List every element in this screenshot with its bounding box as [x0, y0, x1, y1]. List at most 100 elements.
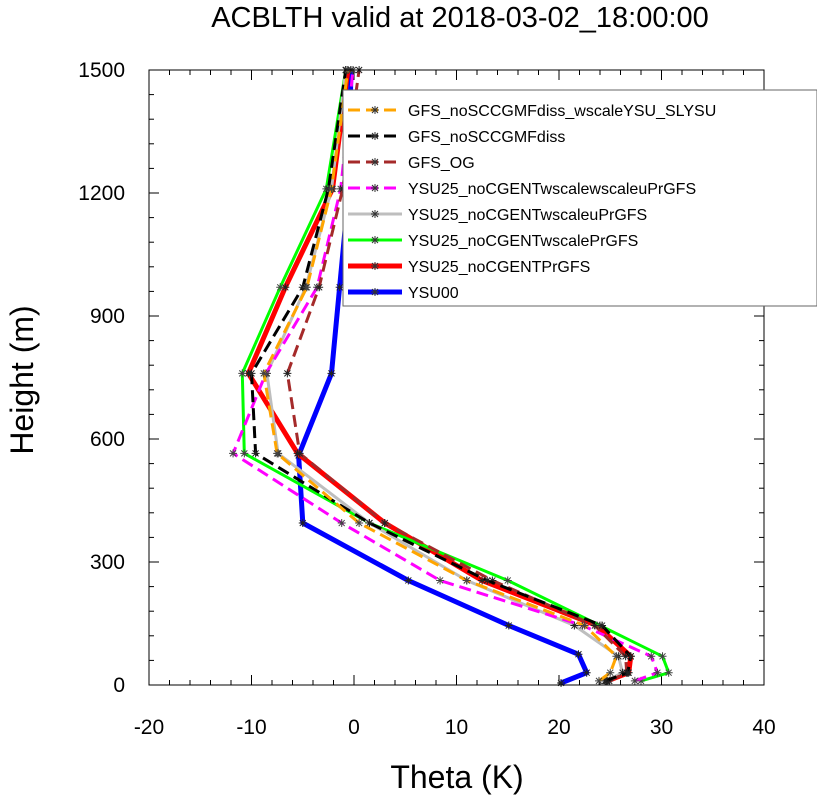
- data-point-marker: [281, 283, 290, 292]
- y-tick-labels: 0 300 600 900 1200 1500: [78, 59, 125, 697]
- chart-title: ACBLTH valid at 2018-03-02_18:00:00: [211, 2, 709, 34]
- data-point-marker: [240, 449, 249, 458]
- data-point-marker: [557, 678, 566, 687]
- x-tick-label: 30: [650, 716, 673, 739]
- series-line: [250, 69, 633, 683]
- data-point-marker: [598, 621, 607, 630]
- legend-entry: GFS_noSCCGMFdiss_wscaleYSU_SLYSU: [348, 103, 716, 120]
- legend-label: YSU25_noCGENTwscaleuPrGFS: [408, 207, 647, 224]
- legend-entry: YSU00: [348, 285, 459, 302]
- legend-label: YSU25_noCGENTwscalewscaleuPrGFS: [408, 181, 696, 198]
- data-point-marker: [574, 650, 583, 659]
- data-point-marker: [404, 576, 413, 585]
- data-point-marker: [582, 668, 591, 677]
- data-point-marker: [302, 283, 311, 292]
- x-tick-label: -10: [236, 716, 266, 739]
- data-point-marker: [251, 449, 260, 458]
- legend-marker: [371, 184, 379, 192]
- legend-entry: YSU25_noCGENTPrGFS: [348, 259, 590, 276]
- legend-marker: [371, 262, 379, 270]
- plot-frame: [148, 69, 765, 686]
- data-point-marker: [503, 576, 512, 585]
- legend-marker: [371, 236, 379, 244]
- legend-marker: [371, 158, 379, 166]
- legend-entry: YSU25_noCGENTwscalePrGFS: [348, 233, 638, 250]
- y-tick-label: 300: [90, 551, 125, 574]
- data-point-marker: [483, 576, 492, 585]
- legend-box: [342, 89, 817, 307]
- data-point-marker: [504, 621, 513, 630]
- data-point-marker: [658, 652, 667, 661]
- x-tick-label: 10: [445, 716, 468, 739]
- data-point-marker: [601, 676, 610, 685]
- data-point-marker: [590, 621, 599, 630]
- legend-entry: GFS_noSCCGMFdiss: [348, 129, 565, 146]
- legend-entry: YSU25_noCGENTwscaleuPrGFS: [348, 207, 647, 224]
- y-tick-label: 600: [90, 428, 125, 451]
- data-point-marker: [618, 668, 627, 677]
- data-point-marker: [327, 184, 336, 193]
- y-tick-label: 900: [90, 305, 125, 328]
- legend-label: YSU25_noCGENTPrGFS: [408, 259, 590, 276]
- data-point-marker: [580, 621, 589, 630]
- legend-marker: [371, 210, 379, 218]
- data-point-marker: [462, 576, 471, 585]
- data-point-marker: [630, 676, 639, 685]
- data-point-marker: [621, 652, 630, 661]
- legend-marker: [371, 288, 379, 296]
- legend-entries: GFS_noSCCGMFdiss_wscaleYSU_SLYSU GFS_noSC…: [348, 103, 716, 302]
- tick-marks: [148, 69, 765, 686]
- data-point-marker: [606, 668, 615, 677]
- data-point-marker: [273, 449, 282, 458]
- data-point-marker: [295, 449, 304, 458]
- series-layer: [229, 66, 673, 687]
- legend-label: GFS_noSCCGMFdiss: [408, 129, 565, 146]
- series-line: [262, 69, 618, 683]
- legend-entry: GFS_OG: [348, 155, 475, 172]
- data-point-marker: [612, 652, 621, 661]
- data-point-marker: [298, 283, 307, 292]
- legend-label: YSU00: [408, 285, 459, 302]
- data-point-marker: [298, 519, 307, 528]
- data-point-marker: [653, 668, 662, 677]
- data-point-marker: [335, 283, 344, 292]
- data-point-marker: [315, 283, 324, 292]
- data-point-marker: [647, 652, 656, 661]
- y-tick-label: 1500: [78, 59, 125, 82]
- x-tick-label: 40: [752, 716, 775, 739]
- x-axis-label: Theta (K): [390, 759, 523, 795]
- legend-entry: YSU25_noCGENTwscalewscaleuPrGFS: [348, 181, 696, 198]
- data-point-marker: [637, 676, 645, 685]
- x-tick-label: 0: [348, 716, 360, 739]
- data-point-marker: [247, 369, 256, 378]
- x-tick-labels: -20 -10 0 10 20 30 40: [134, 716, 776, 739]
- data-point-marker: [488, 576, 497, 585]
- data-point-marker: [664, 668, 673, 677]
- data-point-marker: [626, 652, 635, 661]
- y-axis-label: Height (m): [4, 305, 40, 454]
- data-point-marker: [259, 369, 268, 378]
- data-point-marker: [570, 621, 579, 630]
- legend-marker: [371, 106, 379, 114]
- data-point-marker: [229, 449, 238, 458]
- data-point-marker: [238, 369, 247, 378]
- y-tick-label: 1200: [78, 182, 125, 205]
- data-point-marker: [365, 519, 374, 528]
- data-point-marker: [478, 576, 487, 585]
- legend-label: YSU25_noCGENTwscalePrGFS: [408, 233, 638, 250]
- data-point-marker: [380, 519, 389, 528]
- data-point-marker: [355, 519, 364, 528]
- data-point-marker: [436, 576, 445, 585]
- legend-label: GFS_noSCCGMFdiss_wscaleYSU_SLYSU: [408, 103, 716, 120]
- x-tick-label: 20: [547, 716, 570, 739]
- data-point-marker: [337, 519, 346, 528]
- data-point-marker: [327, 369, 336, 378]
- data-point-marker: [623, 668, 632, 677]
- legend-marker: [371, 132, 379, 140]
- data-point-marker: [283, 369, 292, 378]
- x-tick-label: -20: [134, 716, 164, 739]
- legend-label: GFS_OG: [408, 155, 475, 172]
- data-point-marker: [276, 283, 285, 292]
- data-point-marker: [594, 676, 603, 685]
